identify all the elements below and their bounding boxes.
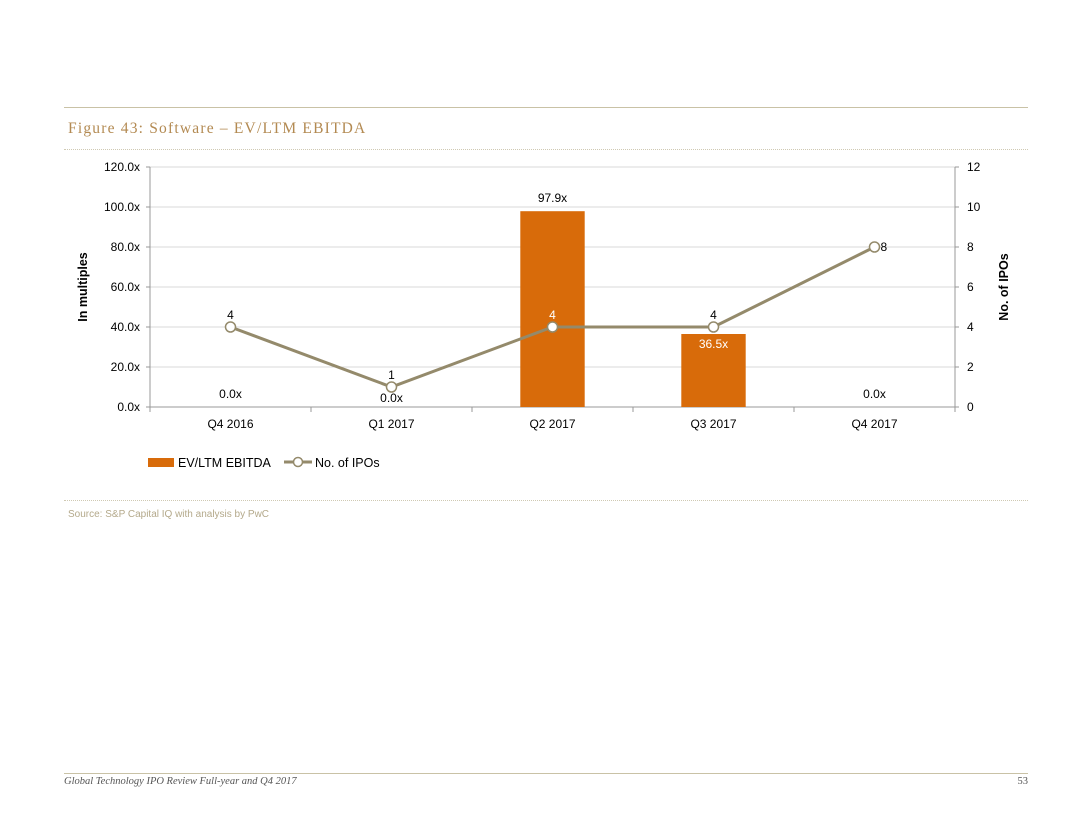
source-note: Source: S&P Capital IQ with analysis by …: [68, 509, 270, 520]
x-tick-label: Q3 2017: [690, 417, 736, 431]
bar-data-label: 36.5x: [699, 337, 728, 351]
y2-tick-label: 12: [967, 160, 981, 174]
figure-title: Figure 43: Software – EV/LTM EBITDA: [68, 120, 367, 137]
x-tick-label: Q4 2016: [207, 417, 253, 431]
x-tick-label: Q1 2017: [368, 417, 414, 431]
y2-tick-label: 2: [967, 360, 974, 374]
page-number: 53: [1017, 776, 1029, 787]
y-axis-title: In multiples: [76, 252, 90, 322]
footer-rule: [64, 773, 1028, 774]
y2-tick-label: 10: [967, 200, 981, 214]
ipo-point: [868, 241, 881, 253]
x-tick-label: Q2 2017: [529, 417, 575, 431]
bar: [681, 334, 746, 407]
x-tick-label: Q4 2017: [851, 417, 897, 431]
y-tick-label: 60.0x: [111, 280, 140, 294]
y-tick-label: 40.0x: [111, 320, 140, 334]
source-divider: [64, 500, 1028, 501]
line-data-label: 1: [388, 368, 395, 382]
legend-label-line: No. of IPOs: [315, 456, 380, 470]
y2-tick-label: 6: [967, 280, 974, 294]
ipo-point: [385, 381, 398, 393]
line-data-label: 8: [881, 240, 888, 254]
footer-report-title: Global Technology IPO Review Full-year a…: [64, 776, 297, 787]
ipo-point: [224, 321, 237, 333]
bar-data-label: 0.0x: [380, 391, 403, 405]
y-tick-label: 0.0x: [117, 400, 140, 414]
legend-swatch-bars: [148, 458, 174, 467]
bar-data-label: 0.0x: [863, 387, 886, 401]
bar-data-label: 97.9x: [538, 191, 567, 205]
y2-tick-label: 8: [967, 240, 974, 254]
y-tick-label: 120.0x: [104, 160, 140, 174]
ipo-point: [546, 321, 559, 333]
y-tick-label: 20.0x: [111, 360, 140, 374]
top-rule: [64, 107, 1028, 108]
line-data-label: 4: [710, 308, 717, 322]
ipo-point: [707, 321, 720, 333]
title-divider: [64, 149, 1028, 150]
y-tick-label: 100.0x: [104, 200, 140, 214]
ev-ebitda-chart: 0.0x20.0x40.0x60.0x80.0x100.0x120.0x0246…: [76, 160, 1011, 470]
line-data-label: 4: [549, 308, 556, 322]
y2-tick-label: 0: [967, 400, 974, 414]
y-tick-label: 80.0x: [111, 240, 140, 254]
legend-swatch-marker: [292, 456, 304, 468]
line-data-label: 4: [227, 308, 234, 322]
legend-label-bars: EV/LTM EBITDA: [178, 456, 272, 470]
bar-data-label: 0.0x: [219, 387, 242, 401]
y2-tick-label: 4: [967, 320, 974, 334]
y2-axis-title: No. of IPOs: [997, 253, 1011, 320]
bar: [520, 211, 585, 407]
